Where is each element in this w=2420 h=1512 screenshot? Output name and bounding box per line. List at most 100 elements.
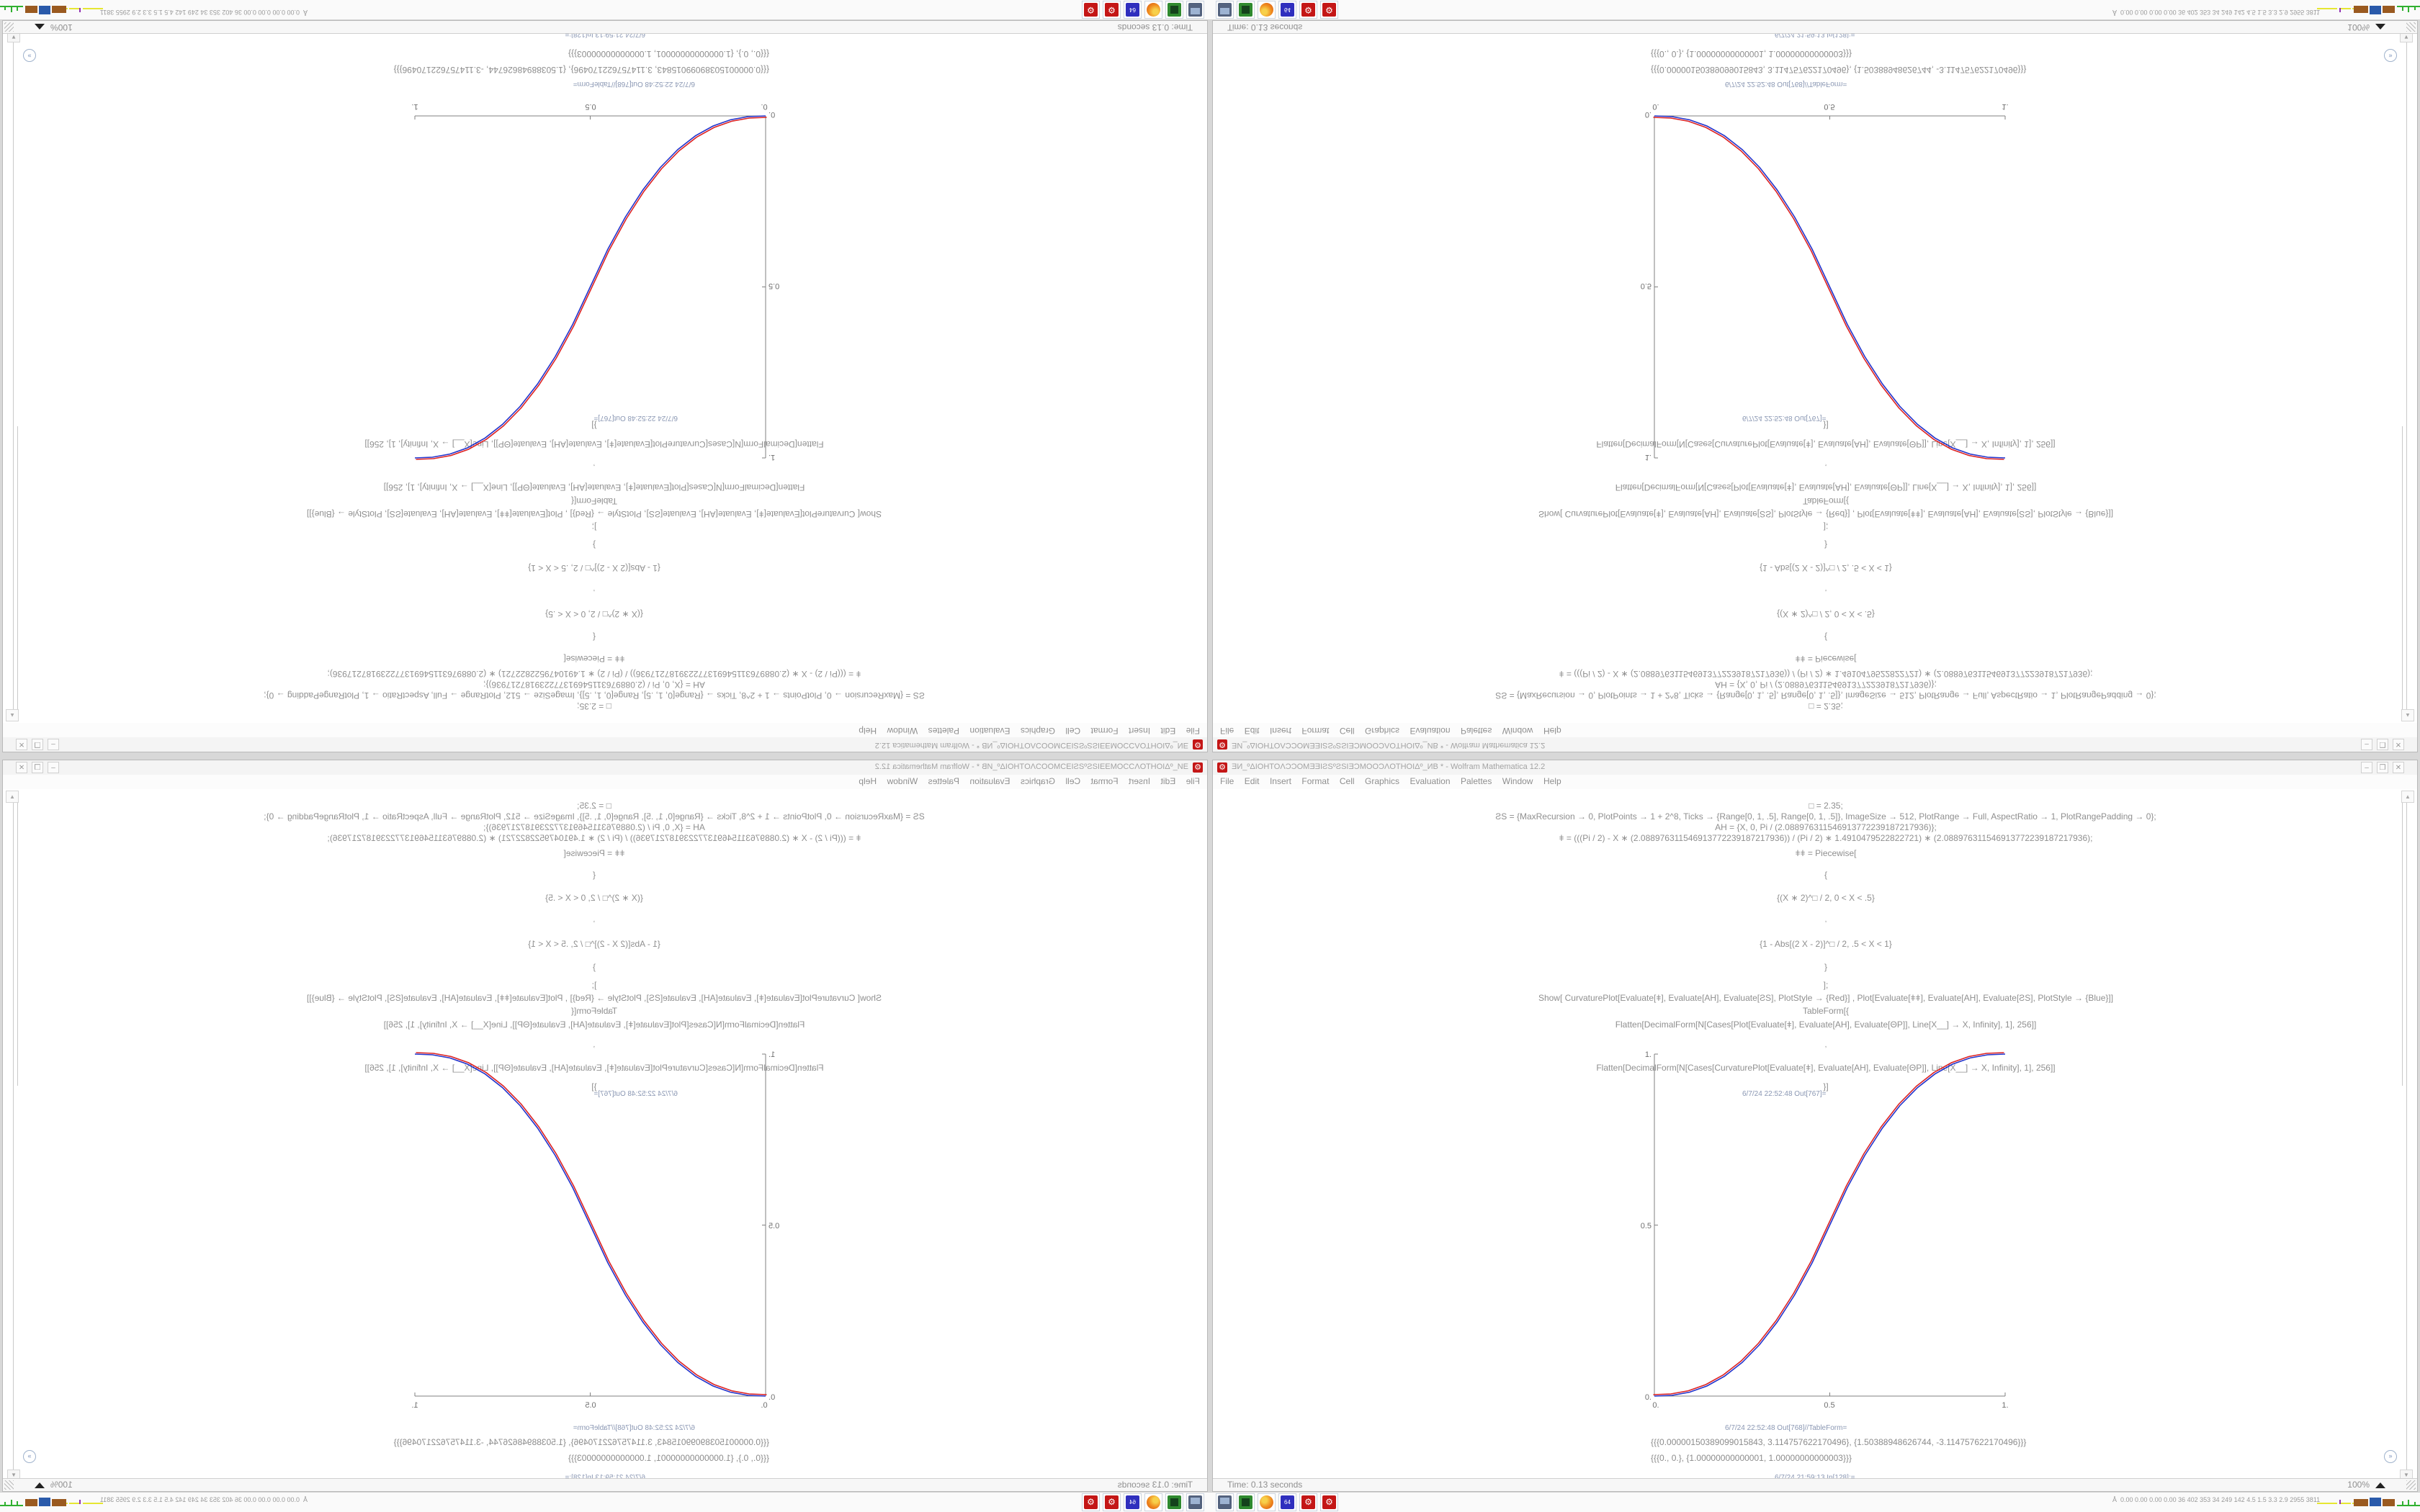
scrollbar-up-icon[interactable]: ▲ (2401, 791, 2414, 803)
tableform-row[interactable]: {{{0.00000150389099015843, 3.11475762217… (1651, 1437, 2027, 1447)
close-button-icon[interactable]: ✕ (2393, 739, 2404, 750)
menu-palettes[interactable]: Palettes (1460, 776, 1492, 786)
taskbar-app-mathematica-2[interactable]: ⚙ (1320, 1493, 1338, 1511)
plot-output[interactable]: 1. 0.5 0. 0. 0.5 1. (1640, 1047, 2029, 1418)
code-line[interactable]: {(X ∗ 2)^□ / 2, 0 < X < .5} (545, 609, 643, 619)
menu-graphics[interactable]: Graphics (1020, 726, 1055, 736)
code-line[interactable]: } (1824, 962, 1827, 972)
code-line[interactable]: ]; (591, 522, 597, 532)
maximize-button-icon[interactable]: ❒ (32, 762, 43, 773)
zoom-level[interactable]: 100% (50, 1480, 73, 1490)
code-line[interactable]: TableForm[{ (570, 1006, 618, 1016)
plot-output[interactable]: 1. 0.5 0. 0. 0.5 1. (1640, 94, 2029, 465)
zoom-level[interactable]: 100% (50, 22, 73, 32)
code-line[interactable]: ǂǂ = Piecewise[ (1795, 848, 1857, 858)
menu-cell[interactable]: Cell (1339, 726, 1355, 736)
menu-edit[interactable]: Edit (1244, 776, 1260, 786)
code-line[interactable]: □ = 2.35; (577, 801, 611, 811)
resize-grip[interactable] (4, 1480, 14, 1490)
tableform-row[interactable]: {{{0., 0.}, {1.00000000000001, 1.0000000… (568, 1453, 769, 1463)
title-bar[interactable]: ⚙ ƎИ_ºΔIOHTOΛƆƆOMƎƎIƧSºƧSIƎƆMOOƆΛOTHOIΔº… (1213, 737, 2417, 752)
code-line[interactable]: Show[ CurvaturePlot[Evaluate[ǂ], Evaluat… (1538, 509, 2114, 519)
zoom-level[interactable]: 100% (2347, 22, 2370, 32)
taskbar-app-mathematica-2[interactable]: ⚙ (1320, 1, 1338, 19)
menu-help[interactable]: Help (859, 776, 877, 786)
code-line[interactable]: { (593, 632, 596, 642)
tableform-row[interactable]: {{{0.00000150389099015843, 3.11475762217… (1651, 65, 2027, 75)
title-bar[interactable]: ⚙ ƎИ_ºΔIOHTOΛƆƆOMƎƎIƧSºƧSIƎƆMOOƆΛOTHOIΔº… (1213, 760, 2417, 775)
code-line[interactable]: }] (1823, 1081, 1829, 1092)
code-line[interactable]: ƧS = {MaxRecursion → 0, PlotPoints → 1 +… (264, 690, 925, 701)
code-line[interactable]: {(X ∗ 2)^□ / 2, 0 < X < .5} (1777, 609, 1875, 619)
menu-help[interactable]: Help (1543, 776, 1561, 786)
elide-jump-icon[interactable]: » (2384, 49, 2397, 62)
code-line[interactable]: ƧS = {MaxRecursion → 0, PlotPoints → 1 +… (1495, 811, 2156, 822)
code-line[interactable]: Flatten[DecimalForm[N[Cases[Plot[Evaluat… (383, 482, 805, 492)
taskbar-app-green-utility[interactable] (1237, 1493, 1255, 1511)
code-line[interactable]: ǂ = (((Pi / 2) - X ∗ (2.0889763115469137… (1559, 669, 2093, 679)
menu-file[interactable]: File (1186, 776, 1200, 786)
menu-cell[interactable]: Cell (1065, 776, 1081, 786)
cell-bracket-input[interactable] (17, 799, 18, 1086)
menu-edit[interactable]: Edit (1160, 776, 1176, 786)
code-line[interactable]: Flatten[DecimalForm[N[Cases[Plot[Evaluat… (1615, 482, 2037, 492)
taskbar-app-terminal[interactable] (1186, 1493, 1204, 1511)
menu-evaluation[interactable]: Evaluation (969, 726, 1010, 736)
taskbar-app-green-utility[interactable] (1165, 1493, 1183, 1511)
resize-grip[interactable] (2406, 22, 2416, 32)
zoom-caret-icon[interactable] (2375, 24, 2385, 30)
close-button-icon[interactable]: ✕ (16, 739, 27, 750)
code-line[interactable]: , (593, 916, 596, 924)
scrollbar-up-icon[interactable]: ▲ (6, 791, 19, 803)
cell-bracket-outer[interactable] (2406, 36, 2407, 713)
close-button-icon[interactable]: ✕ (2393, 762, 2404, 773)
menu-edit[interactable]: Edit (1160, 726, 1176, 736)
code-line[interactable]: ǂǂ = Piecewise[ (1795, 654, 1857, 664)
resize-grip[interactable] (2406, 1480, 2416, 1490)
minimize-button-icon[interactable]: – (2361, 739, 2372, 750)
menu-insert[interactable]: Insert (1129, 776, 1151, 786)
elide-jump-icon[interactable]: » (23, 1450, 36, 1463)
menu-format[interactable]: Format (1301, 726, 1330, 736)
scrollbar-up-icon[interactable]: ▲ (6, 709, 19, 721)
elide-jump-icon[interactable]: » (23, 49, 36, 62)
code-line[interactable]: ǂ = (((Pi / 2) - X ∗ (2.0889763115469137… (1559, 833, 2093, 843)
cell-bracket-input[interactable] (2402, 799, 2403, 1086)
code-line[interactable]: ǂ = (((Pi / 2) - X ∗ (2.0889763115469137… (327, 833, 861, 843)
code-line[interactable]: {1 - Abs[(2 X - 2)]^□ / 2, .5 < X < 1} (1760, 563, 1892, 573)
code-line[interactable]: {1 - Abs[(2 X - 2)]^□ / 2, .5 < X < 1} (1760, 939, 1892, 949)
code-line[interactable]: } (593, 962, 596, 972)
menu-graphics[interactable]: Graphics (1365, 726, 1400, 736)
code-line[interactable]: ƧS = {MaxRecursion → 0, PlotPoints → 1 +… (264, 811, 925, 822)
taskbar-app-mathematica-1[interactable]: ⚙ (1103, 1, 1121, 19)
zoom-caret-icon[interactable] (35, 1482, 45, 1488)
menu-cell[interactable]: Cell (1065, 726, 1081, 736)
menu-window[interactable]: Window (1502, 726, 1533, 736)
tableform-row[interactable]: {{{0., 0.}, {1.00000000000001, 1.0000000… (1651, 49, 1852, 59)
title-bar[interactable]: ⚙ ƎИ_ºΔIOHTOΛƆƆOMƎƎIƧSºƧSIƎƆMOOƆΛOTHOIΔº… (3, 760, 1207, 775)
code-line[interactable]: ΑΗ = {X, 0, Pi / (2.08897631154691377223… (483, 822, 705, 832)
taskbar-app-firefox[interactable] (1258, 1, 1276, 19)
code-line[interactable]: ǂǂ = Piecewise[ (563, 848, 625, 858)
elide-jump-icon[interactable]: » (2384, 1450, 2397, 1463)
tableform-row[interactable]: {{{0.00000150389099015843, 3.11475762217… (393, 65, 769, 75)
menu-insert[interactable]: Insert (1269, 776, 1291, 786)
code-line[interactable]: Show[ CurvaturePlot[Evaluate[ǂ], Evaluat… (306, 993, 882, 1003)
cell-bracket-outer[interactable] (13, 799, 14, 1476)
code-line[interactable]: Show[ CurvaturePlot[Evaluate[ǂ], Evaluat… (1538, 993, 2114, 1003)
menu-graphics[interactable]: Graphics (1365, 776, 1400, 786)
dropdown-icon[interactable]: ▼ (2400, 33, 2413, 42)
menu-window[interactable]: Window (887, 776, 918, 786)
cell-bracket-outer[interactable] (2406, 799, 2407, 1476)
menu-cell[interactable]: Cell (1339, 776, 1355, 786)
code-line[interactable]: ƧS = {MaxRecursion → 0, PlotPoints → 1 +… (1495, 690, 2156, 701)
menu-evaluation[interactable]: Evaluation (1410, 726, 1451, 736)
code-line[interactable]: ΑΗ = {X, 0, Pi / (2.08897631154691377223… (1715, 822, 1937, 832)
menu-file[interactable]: File (1220, 776, 1234, 786)
menu-insert[interactable]: Insert (1269, 726, 1291, 736)
minimize-button-icon[interactable]: – (48, 762, 59, 773)
menu-insert[interactable]: Insert (1129, 726, 1151, 736)
code-line[interactable]: ]; (1823, 522, 1829, 532)
taskbar-app-firefox[interactable] (1258, 1493, 1276, 1511)
menu-palettes[interactable]: Palettes (928, 726, 960, 736)
